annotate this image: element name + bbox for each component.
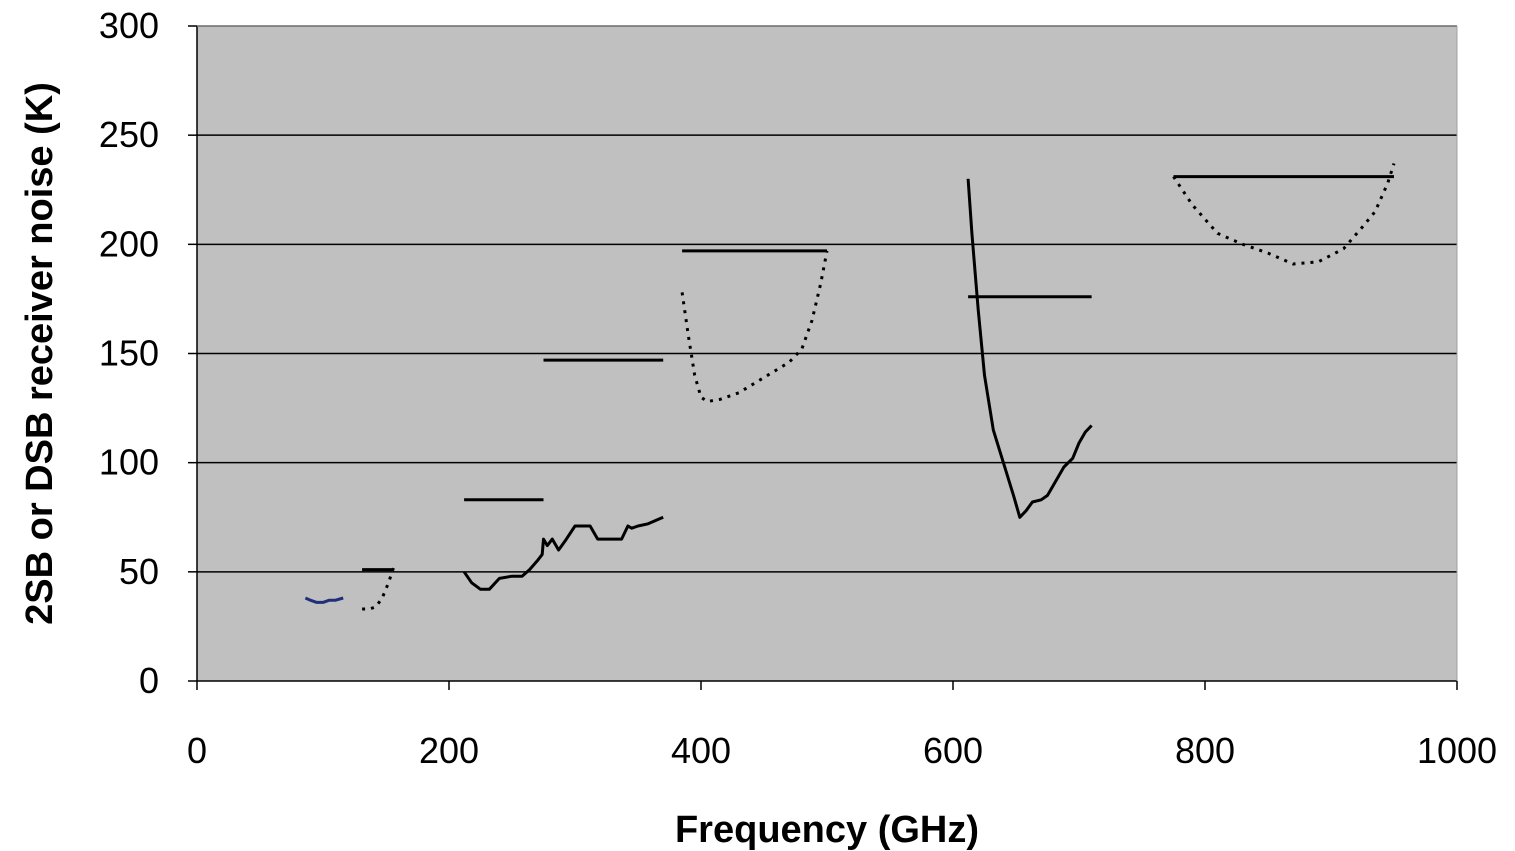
x-tick-label-800: 800 [1175, 730, 1235, 771]
x-tick-label-200: 200 [419, 730, 479, 771]
y-axis-title: 2SB or DSB receiver noise (K) [19, 82, 61, 625]
y-tick-label-50: 50 [119, 551, 159, 592]
series-layer [304, 163, 1396, 611]
series-line-8 [680, 250, 829, 403]
x-axis-title: Frequency (GHz) [675, 809, 979, 851]
series-line-5 [462, 515, 664, 591]
series-line-1 [304, 596, 344, 604]
x-tick-label-400: 400 [671, 730, 731, 771]
y-tick-label-100: 100 [99, 442, 159, 483]
series-line-3 [362, 567, 396, 611]
y-tick-label-300: 300 [99, 5, 159, 46]
y-tick-label-250: 250 [99, 114, 159, 155]
x-tick-label-1000: 1000 [1417, 730, 1497, 771]
x-tick-label-600: 600 [923, 730, 983, 771]
y-tick-label-150: 150 [99, 333, 159, 374]
series-line-9 [966, 178, 1093, 519]
tick-labels: 0 50 100 150 200 250 300 0 200 400 600 800 1000 [99, 5, 1497, 771]
y-tick-label-200: 200 [99, 223, 159, 264]
series-line-12 [1172, 163, 1396, 266]
x-tick-label-0: 0 [187, 730, 207, 771]
y-tick-label-0: 0 [139, 660, 159, 701]
